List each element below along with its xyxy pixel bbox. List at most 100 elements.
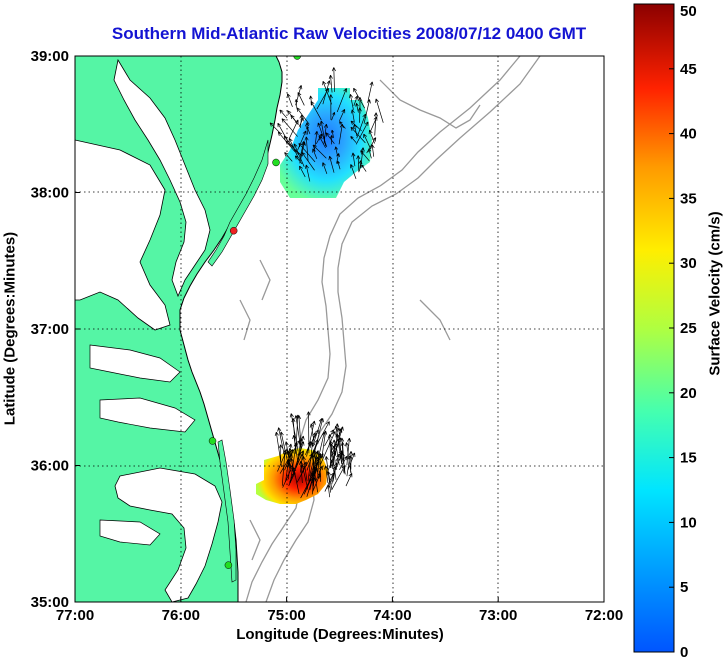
station-marker	[229, 226, 238, 235]
velocity-arrow	[277, 427, 286, 458]
y-tick-label: 35:00	[31, 594, 69, 611]
radar-stations	[208, 56, 301, 569]
velocity-arrow	[328, 155, 335, 173]
velocity-arrow	[299, 141, 306, 164]
velocity-arrow	[315, 465, 323, 481]
velocity-arrow	[355, 103, 359, 113]
x-tick-label: 73:00	[479, 607, 517, 624]
velocity-arrow	[339, 121, 346, 129]
velocity-arrow	[312, 148, 318, 160]
colorbar-label: Surface Velocity (cm/s)	[706, 211, 724, 376]
x-tick-label: 76:00	[162, 607, 200, 624]
velocity-arrow	[370, 144, 375, 157]
velocity-arrow	[289, 119, 299, 139]
velocity-arrow	[277, 122, 288, 141]
velocity-arrow	[345, 473, 353, 487]
velocity-arrow	[356, 155, 361, 173]
y-tick-label: 36:00	[31, 458, 69, 475]
station-marker	[293, 56, 301, 60]
velocity-arrow	[335, 450, 343, 462]
y-tick-label: 38:00	[31, 185, 69, 202]
velocity-arrow	[287, 110, 298, 123]
colorbar-tick-label: 45	[680, 61, 697, 78]
velocity-arrow	[279, 440, 300, 474]
velocity-arrow	[296, 107, 310, 125]
velocity-arrow	[304, 136, 309, 162]
velocity-arrow	[363, 99, 371, 124]
velocity-arrow	[350, 164, 357, 180]
colorbar-tick-label: 50	[680, 3, 697, 20]
colorbar-tick-label: 15	[680, 450, 697, 467]
velocity-arrow	[326, 471, 333, 490]
velocity-arrow	[351, 152, 356, 167]
velocity-arrow	[304, 164, 311, 182]
x-tick-label: 75:00	[267, 607, 305, 624]
colorbar-tick-label: 30	[680, 255, 697, 272]
grid-lines	[75, 56, 604, 602]
velocity-arrow	[340, 442, 345, 473]
velocity-arrow	[293, 143, 305, 167]
velocity-arrow	[318, 135, 326, 149]
velocity-arrow	[278, 444, 283, 462]
velocity-arrow	[289, 450, 304, 483]
velocity-arrow	[336, 160, 341, 170]
velocity-arrow	[335, 433, 343, 464]
velocity-arrow	[328, 74, 333, 93]
station-marker	[208, 437, 217, 445]
velocity-arrow	[294, 441, 305, 469]
map-title: Southern Mid-Atlantic Raw Velocities 200…	[111, 24, 587, 43]
velocity-arrow	[353, 95, 359, 106]
velocity-arrow	[324, 465, 329, 483]
velocity-arrow	[298, 460, 304, 484]
velocity-arrow	[299, 165, 306, 178]
velocity-arrow	[297, 130, 307, 151]
velocity-arrow	[306, 411, 311, 454]
velocity-arrow	[318, 454, 323, 482]
velocity-arrow	[360, 147, 365, 169]
velocity-arrow	[355, 121, 369, 145]
colorbar-tick-label: 25	[680, 320, 697, 337]
station-marker	[272, 158, 280, 167]
velocity-arrow	[312, 144, 327, 159]
y-tick-label: 37:00	[31, 321, 69, 338]
velocity-arrow	[313, 131, 319, 153]
velocity-arrow	[310, 454, 319, 493]
colorbar-tick-label: 0	[680, 644, 688, 659]
velocity-arrow	[375, 98, 384, 123]
velocity-arrow	[309, 95, 313, 106]
velocity-arrow	[311, 467, 319, 483]
velocity-arrow	[334, 425, 344, 463]
y-tick-label: 39:00	[31, 48, 69, 65]
velocity-arrow	[367, 81, 374, 101]
velocity-arrow	[306, 458, 320, 497]
velocity-arrow	[361, 164, 367, 172]
velocity-arrow	[328, 94, 333, 120]
velocity-arrow	[350, 109, 355, 122]
velocity-arrow	[356, 113, 367, 139]
velocity-arrow	[320, 431, 336, 465]
velocity-arrow	[350, 136, 357, 143]
velocity-arrow	[309, 423, 315, 446]
velocity-arrow	[307, 429, 319, 450]
velocity-arrow	[281, 118, 298, 137]
colorbar-ticks: 0 5 10 15 20 25 30 35 40 45 50	[669, 3, 697, 659]
velocity-arrow	[325, 132, 335, 144]
velocity-arrow	[331, 112, 336, 121]
velocity-arrow	[298, 117, 304, 127]
velocity-arrow	[284, 152, 293, 162]
velocity-arrow	[279, 109, 288, 119]
x-axis-ticks: 77:00 76:00 75:00 74:00 73:00 72:00	[56, 597, 623, 624]
velocity-arrow	[336, 88, 348, 113]
velocity-vectors	[269, 67, 384, 499]
velocity-arrow	[353, 87, 366, 109]
velocity-arrow	[348, 93, 354, 110]
velocity-arrow	[347, 452, 356, 470]
velocity-arrow	[366, 137, 377, 154]
velocity-arrow	[294, 99, 299, 109]
velocity-arrow	[331, 67, 336, 92]
y-axis-label: Latitude (Degrees:Minutes)	[1, 231, 19, 426]
north-velocity-field	[280, 88, 372, 198]
velocity-arrow	[269, 122, 281, 134]
velocity-arrow	[324, 456, 332, 493]
colorbar-tick-label: 10	[680, 514, 697, 531]
